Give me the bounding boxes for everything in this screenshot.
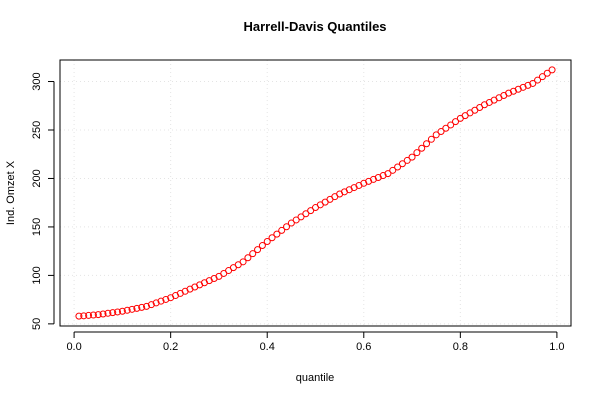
y-tick-label: 200	[31, 169, 43, 187]
point	[292, 216, 300, 224]
point	[75, 312, 83, 320]
point	[85, 311, 93, 319]
y-tick-label: 100	[31, 266, 43, 284]
point	[437, 128, 445, 136]
point	[403, 156, 411, 164]
point	[427, 135, 435, 143]
point	[423, 140, 431, 148]
point	[258, 242, 266, 250]
point	[263, 237, 271, 245]
point	[268, 234, 276, 242]
point	[244, 254, 252, 262]
point	[138, 303, 146, 311]
point	[418, 144, 426, 152]
point	[114, 308, 122, 316]
plot-frame	[59, 59, 572, 327]
point	[80, 312, 88, 320]
point	[254, 246, 262, 254]
point	[442, 124, 450, 132]
point	[104, 309, 112, 317]
point	[99, 310, 107, 318]
x-tick-label: 0.0	[66, 341, 81, 353]
point	[548, 66, 556, 74]
point	[128, 305, 136, 313]
point	[143, 302, 151, 310]
point	[534, 76, 542, 84]
point	[447, 121, 455, 129]
point	[152, 299, 160, 307]
point	[307, 207, 315, 215]
point	[302, 210, 310, 218]
chart-title: Harrell-Davis Quantiles	[243, 19, 386, 34]
point	[89, 311, 97, 319]
point	[413, 149, 421, 157]
point	[278, 226, 286, 234]
x-tick-label: 0.2	[163, 341, 178, 353]
point	[297, 213, 305, 221]
point	[109, 309, 117, 317]
y-tick-label: 300	[31, 72, 43, 90]
point	[118, 307, 126, 315]
point	[408, 153, 416, 161]
point	[538, 73, 546, 81]
point	[389, 166, 397, 174]
point	[133, 304, 141, 312]
x-tick-label: 0.6	[356, 341, 371, 353]
point	[452, 118, 460, 126]
y-tick-label: 50	[31, 318, 43, 330]
point	[394, 163, 402, 171]
point	[162, 295, 170, 303]
point	[543, 69, 551, 77]
point	[157, 297, 165, 305]
x-axis-label: quantile	[296, 372, 335, 384]
y-tick-label: 150	[31, 218, 43, 236]
point	[283, 223, 291, 231]
y-axis-label: Ind. Omzet X	[5, 160, 17, 225]
point	[432, 131, 440, 139]
y-tick-label: 250	[31, 121, 43, 139]
point	[123, 306, 131, 314]
x-tick-label: 0.8	[453, 341, 468, 353]
point	[94, 311, 102, 319]
point	[398, 160, 406, 168]
point	[273, 230, 281, 238]
point	[147, 301, 155, 309]
point	[239, 258, 247, 266]
x-tick-label: 0.4	[260, 341, 275, 353]
point	[384, 170, 392, 178]
point	[529, 79, 537, 87]
point	[249, 250, 257, 258]
point	[287, 219, 295, 227]
x-tick-label: 1.0	[549, 341, 564, 353]
